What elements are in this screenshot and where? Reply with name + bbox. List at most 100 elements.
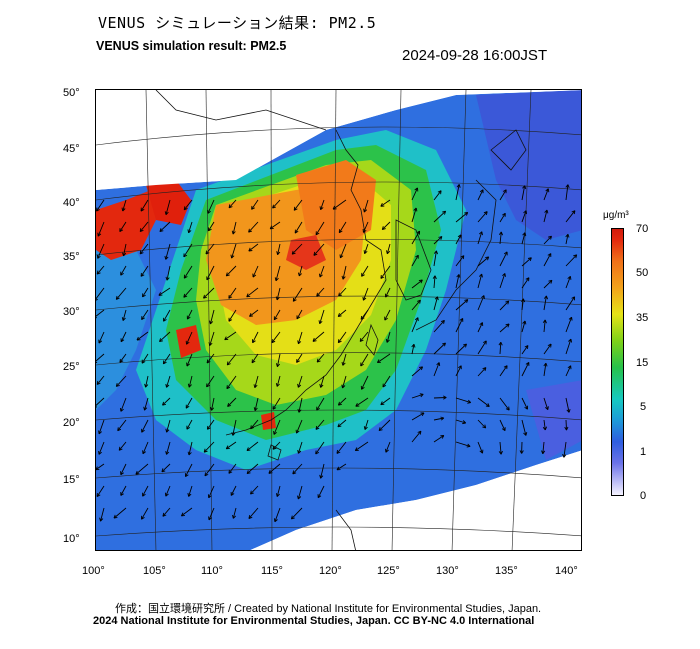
colorbar-level-70: 70 — [636, 223, 649, 235]
wind-arrow-head — [341, 275, 344, 280]
wind-arrow — [166, 265, 171, 281]
wind-arrow-head — [500, 450, 503, 455]
wind-arrow — [477, 189, 484, 201]
wind-arrow — [135, 463, 149, 475]
wind-arrow-head — [187, 383, 190, 388]
wind-arrow — [141, 353, 149, 364]
wind-arrow — [433, 190, 442, 201]
wind-arrow — [185, 397, 193, 409]
wind-arrow-head — [339, 230, 343, 234]
wind-arrow-head — [467, 402, 471, 404]
wind-arrow — [359, 331, 369, 342]
wind-arrow-head — [441, 435, 445, 439]
wind-arrow — [205, 243, 215, 255]
wind-arrow-head — [338, 340, 342, 344]
wind-arrow-head — [482, 340, 487, 343]
wind-arrow-head — [380, 403, 385, 406]
wind-arrow — [411, 187, 418, 201]
wind-arrow-head — [250, 425, 252, 429]
lon-tick-135: 135° — [495, 565, 518, 577]
wind-arrow-head — [502, 273, 506, 277]
wind-arrow-head — [545, 363, 548, 367]
wind-arrow — [294, 221, 303, 234]
wind-arrow — [232, 419, 237, 436]
wind-arrow — [271, 331, 281, 343]
wind-arrow-head — [248, 514, 251, 519]
wind-arrow — [96, 199, 105, 212]
wind-arrow-head — [122, 252, 124, 257]
wind-arrow — [166, 419, 171, 433]
wind-arrow — [275, 265, 281, 281]
wind-arrow-head — [565, 233, 569, 238]
wind-arrow — [386, 243, 391, 254]
wind-arrow-head — [140, 252, 144, 255]
wind-arrow-head — [464, 211, 468, 214]
wind-arrow — [183, 265, 193, 279]
wind-arrow — [338, 397, 347, 406]
wind-arrow-head — [275, 277, 279, 282]
wind-arrow-head — [317, 495, 322, 499]
wind-arrow-head — [232, 514, 234, 519]
wind-arrow-head — [296, 316, 301, 320]
wind-arrow-head — [522, 298, 526, 303]
wind-arrow-head — [165, 493, 169, 497]
wind-arrow-head — [571, 296, 575, 299]
wind-arrow-head — [144, 383, 147, 388]
wind-arrow-head — [272, 407, 277, 410]
wind-arrow-head — [415, 254, 419, 258]
wind-arrow-head — [120, 472, 124, 476]
wind-arrow-head — [162, 403, 167, 406]
wind-arrow-head — [437, 190, 442, 193]
wind-arrow-head — [123, 252, 127, 257]
wind-arrow-head — [276, 383, 280, 387]
wind-arrow — [521, 257, 532, 267]
wind-arrow — [211, 397, 215, 411]
wind-arrow-head — [575, 254, 578, 259]
wind-arrow — [117, 419, 127, 431]
wind-arrow-head — [97, 255, 101, 259]
wind-arrow-head — [434, 296, 438, 300]
wind-arrow-head — [481, 295, 485, 299]
wind-arrow-head — [277, 251, 281, 255]
wind-arrow-head — [116, 384, 120, 387]
lat-tick-20: 20° — [63, 417, 80, 429]
wind-arrow-head — [203, 448, 206, 453]
wind-arrow-head — [268, 469, 271, 474]
wind-arrow-head — [462, 420, 467, 424]
wind-arrow-head — [571, 210, 576, 213]
wind-arrow — [183, 287, 193, 298]
wind-arrow-head — [98, 430, 100, 434]
wind-arrow-head — [416, 230, 420, 234]
wind-arrow — [499, 397, 510, 411]
wind-arrow — [355, 397, 369, 407]
wind-arrow — [499, 419, 506, 431]
wind-arrow — [336, 463, 347, 471]
wind-arrow — [96, 309, 105, 317]
wind-arrow-head — [336, 466, 340, 471]
wind-arrow-head — [113, 516, 118, 519]
wind-arrow-head — [478, 231, 483, 235]
wind-arrow-head — [568, 316, 572, 320]
wind-arrow — [248, 221, 259, 233]
wind-arrow — [206, 265, 215, 281]
wind-arrow — [455, 343, 467, 355]
wind-arrow-head — [505, 300, 509, 303]
wind-arrow-head — [251, 360, 256, 364]
lon-tick-125: 125° — [377, 565, 400, 577]
wind-arrow-head — [226, 386, 231, 390]
wind-arrow-head — [503, 251, 508, 255]
wind-arrow-head — [271, 339, 273, 343]
wind-arrow-head — [183, 293, 186, 298]
wind-arrow — [521, 320, 526, 333]
wind-arrow-head — [481, 231, 483, 236]
wind-arrow — [188, 221, 193, 233]
wind-arrow — [100, 507, 105, 522]
wind-arrow-head — [165, 256, 169, 260]
wind-arrow — [297, 375, 303, 388]
wind-arrow-head — [568, 338, 572, 342]
wind-arrow-head — [433, 250, 437, 254]
wind-arrow-head — [296, 430, 300, 434]
wind-arrow-head — [508, 406, 510, 411]
wind-arrow-head — [96, 298, 98, 301]
wind-arrow — [411, 279, 423, 289]
